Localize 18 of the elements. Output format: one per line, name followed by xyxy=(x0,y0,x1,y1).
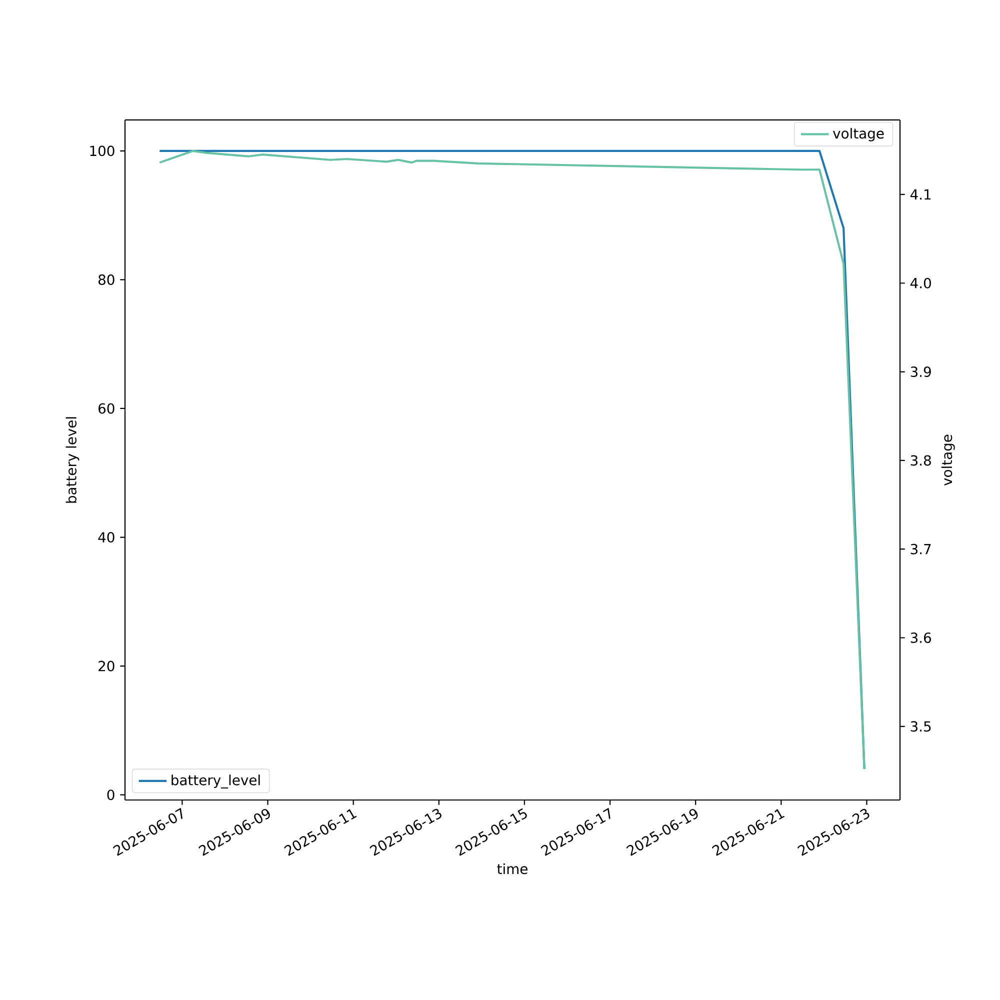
legend-label: voltage xyxy=(832,128,884,142)
y2-tick-label: 4.1 xyxy=(910,189,931,200)
x-axis-title: time xyxy=(497,863,528,874)
y2-tick-label: 3.5 xyxy=(910,721,931,732)
y2-tick-label: 3.7 xyxy=(910,544,931,554)
y-tick-label: 80 xyxy=(98,274,114,285)
y2-tick-label: 4.0 xyxy=(910,278,931,288)
y-axis-title: battery level xyxy=(66,417,80,503)
y-tick-label: 0 xyxy=(107,790,114,800)
y2-tick-label: 3.6 xyxy=(910,632,931,644)
legend-label: battery_level xyxy=(172,774,260,788)
y2-tick-label: 3.8 xyxy=(910,455,931,466)
y2-axis-title: voltage xyxy=(941,434,955,486)
y2-tick-label: 3.9 xyxy=(910,366,931,378)
y-tick-label: 40 xyxy=(98,532,114,543)
y-tick-label: 60 xyxy=(98,403,114,414)
y-tick-label: 100 xyxy=(90,146,114,156)
y-tick-label: 20 xyxy=(98,660,114,672)
